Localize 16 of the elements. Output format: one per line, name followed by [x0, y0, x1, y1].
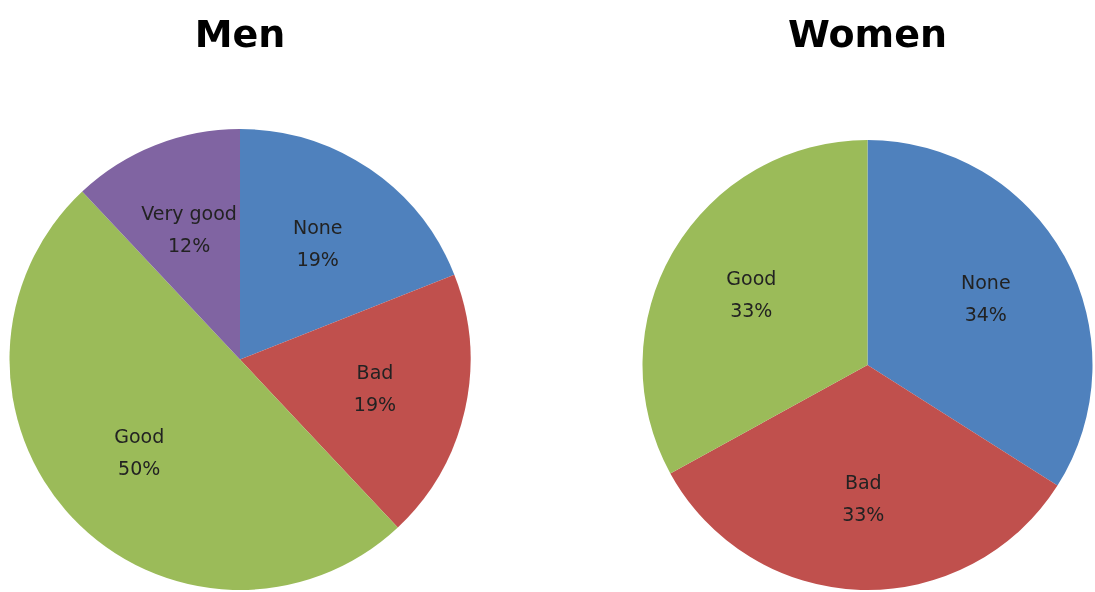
data-label: 34%	[964, 302, 1007, 325]
data-label: 19%	[353, 392, 397, 415]
slice-label: Very good	[141, 201, 237, 224]
slice-label: None	[292, 216, 343, 239]
data-label: 33%	[842, 502, 885, 525]
slice-label: Bad	[356, 360, 394, 383]
chart-title: Women	[786, 12, 949, 56]
slice-label: Bad	[844, 470, 882, 493]
slice-label: Good	[114, 425, 165, 448]
chart-title: Men	[193, 12, 287, 56]
data-label: 12%	[167, 233, 211, 256]
data-label: 50%	[118, 457, 161, 480]
slice-label: Good	[726, 267, 777, 290]
data-label: 33%	[730, 299, 773, 322]
data-label: 19%	[296, 248, 339, 271]
slice-label: None	[961, 270, 1011, 293]
